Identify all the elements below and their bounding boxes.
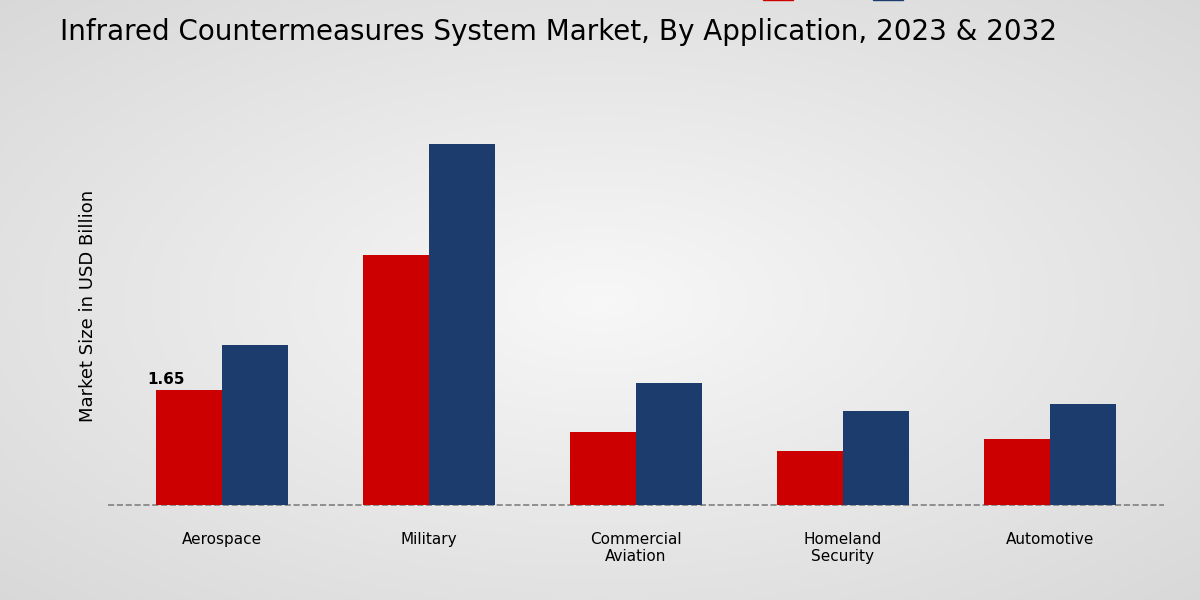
- Bar: [570, 432, 636, 505]
- Bar: [842, 411, 910, 505]
- Bar: [776, 451, 842, 505]
- Bar: [430, 144, 496, 505]
- Bar: [636, 383, 702, 505]
- Bar: [984, 439, 1050, 505]
- Text: Infrared Countermeasures System Market, By Application, 2023 & 2032: Infrared Countermeasures System Market, …: [60, 18, 1057, 46]
- Text: 1.65: 1.65: [148, 372, 185, 387]
- Bar: [362, 255, 430, 505]
- Legend: 2023, 2032: 2023, 2032: [756, 0, 966, 9]
- Bar: [222, 345, 288, 505]
- Bar: [1050, 404, 1116, 505]
- Y-axis label: Market Size in USD Billion: Market Size in USD Billion: [79, 190, 97, 422]
- Bar: [156, 390, 222, 505]
